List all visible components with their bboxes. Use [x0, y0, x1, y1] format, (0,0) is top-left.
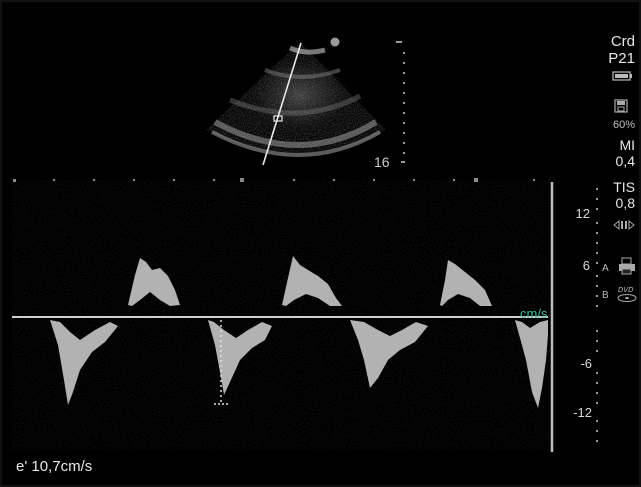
dvd-icon[interactable]: DVD [616, 284, 638, 304]
probe-label: P21 [608, 50, 635, 67]
bmode-depth-scale [396, 41, 405, 163]
printer-icon[interactable] [618, 257, 636, 275]
measurement-caliper[interactable] [214, 320, 228, 405]
velocity-tick-12: 12 [575, 206, 590, 221]
velocity-tick-neg6: -6 [580, 356, 592, 371]
velocity-tick-neg12: -12 [573, 405, 592, 420]
power-label: 60% [612, 119, 635, 131]
tis-value: 0,8 [615, 195, 635, 211]
velocity-scale-dots [596, 188, 598, 442]
velocity-tick-6: 6 [582, 258, 590, 273]
doppler-cursor-line[interactable] [262, 42, 302, 166]
cine-icon[interactable] [612, 219, 636, 231]
spectral-noise [12, 180, 552, 450]
save-icon[interactable] [614, 99, 628, 113]
svg-text:DVD: DVD [618, 286, 634, 294]
tis-label: TIS [613, 179, 635, 195]
mi-label: MI [619, 137, 635, 153]
mode-label: Crd [610, 33, 635, 50]
sample-gate[interactable] [273, 115, 283, 122]
focus-marker [330, 37, 340, 47]
depth-label: 16 [374, 154, 390, 170]
measurement-result: e' 10,7cm/s [16, 458, 93, 475]
velocity-unit-label: cm/s [520, 306, 548, 321]
marker-a: A [602, 263, 609, 274]
mi-value: 0,4 [615, 153, 635, 169]
battery-icon [612, 71, 632, 81]
marker-b: B [602, 290, 609, 301]
